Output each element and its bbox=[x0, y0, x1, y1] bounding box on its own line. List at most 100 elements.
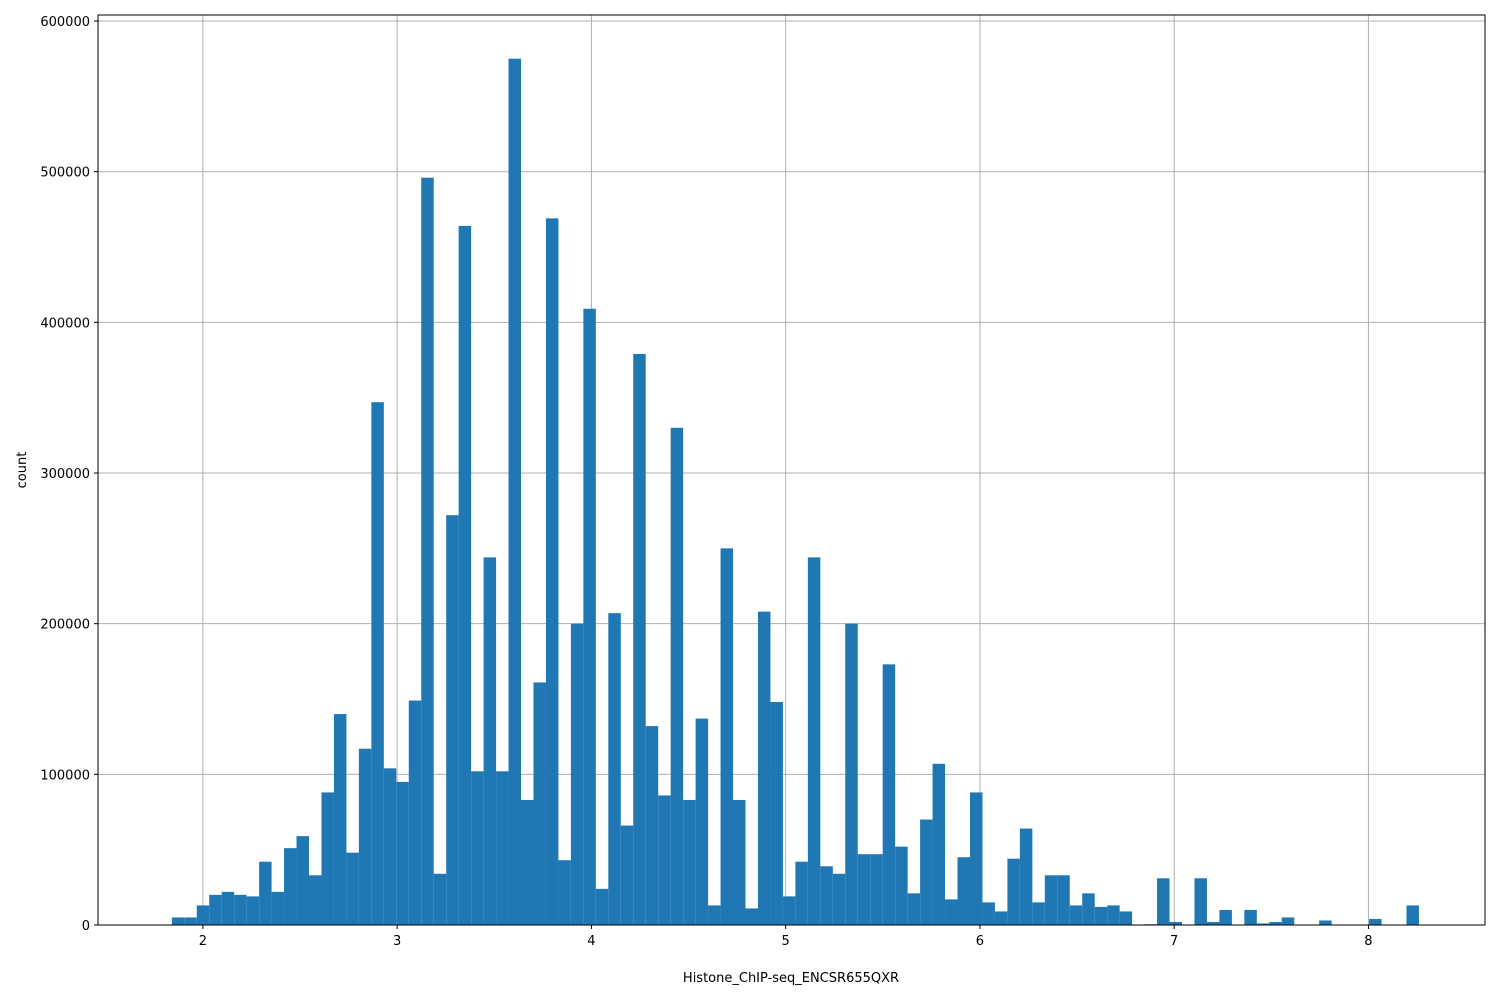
bar bbox=[533, 682, 546, 925]
bar bbox=[882, 664, 896, 925]
bar bbox=[346, 852, 359, 925]
bar bbox=[483, 557, 497, 925]
bar bbox=[246, 896, 260, 925]
bar bbox=[583, 308, 596, 925]
bar bbox=[1032, 902, 1045, 925]
bar bbox=[209, 894, 222, 925]
y-tick-label: 500000 bbox=[40, 166, 90, 181]
bar bbox=[408, 700, 422, 925]
x-tick-label: 6 bbox=[976, 934, 984, 949]
x-tick-label: 7 bbox=[1170, 934, 1178, 949]
y-axis-label: count bbox=[15, 452, 30, 489]
bar bbox=[558, 860, 571, 925]
bar bbox=[957, 857, 970, 925]
x-tick-label: 4 bbox=[587, 934, 595, 949]
bar bbox=[1119, 911, 1133, 925]
bar bbox=[421, 177, 434, 926]
bar bbox=[620, 825, 634, 925]
bar bbox=[945, 899, 958, 925]
bar bbox=[857, 854, 871, 925]
x-tick-label: 3 bbox=[393, 934, 401, 949]
bar bbox=[196, 905, 210, 925]
bar bbox=[396, 781, 409, 925]
y-tick-label: 100000 bbox=[40, 768, 90, 783]
y-tick-label: 600000 bbox=[40, 15, 90, 30]
bar bbox=[1057, 875, 1070, 925]
bar bbox=[969, 792, 983, 925]
bar bbox=[471, 771, 484, 925]
bar bbox=[296, 836, 310, 925]
bar bbox=[545, 218, 559, 925]
bar bbox=[271, 891, 285, 925]
bar bbox=[221, 891, 235, 925]
x-tick-label: 5 bbox=[782, 934, 790, 949]
bar bbox=[1219, 909, 1232, 925]
x-axis-label: Histone_ChIP-seq_ENCSR655QXR bbox=[683, 971, 899, 986]
bar bbox=[1169, 921, 1182, 925]
bar bbox=[1256, 923, 1270, 925]
bar bbox=[1269, 921, 1282, 925]
bar bbox=[383, 768, 397, 925]
y-tick-label: 300000 bbox=[40, 467, 90, 482]
bar bbox=[1244, 909, 1257, 925]
bar bbox=[259, 861, 272, 925]
bar bbox=[870, 854, 883, 925]
bar bbox=[994, 911, 1008, 925]
bar bbox=[234, 894, 247, 925]
bar bbox=[658, 795, 671, 925]
bar bbox=[1369, 918, 1382, 925]
bar bbox=[770, 702, 783, 925]
bar bbox=[683, 799, 696, 925]
bar bbox=[782, 896, 796, 925]
bar bbox=[1157, 878, 1170, 925]
bar bbox=[757, 611, 771, 925]
y-tick-label: 200000 bbox=[40, 618, 90, 633]
bar bbox=[1094, 906, 1108, 925]
bar bbox=[670, 427, 684, 925]
bar bbox=[321, 792, 334, 925]
bar bbox=[570, 623, 584, 925]
bar bbox=[1206, 921, 1220, 925]
plot-frame bbox=[97, 14, 1486, 926]
bar bbox=[932, 763, 946, 925]
y-tick-label: 400000 bbox=[40, 316, 90, 331]
bar bbox=[807, 557, 821, 925]
bar bbox=[720, 548, 734, 925]
bar bbox=[371, 402, 384, 925]
bar bbox=[645, 726, 659, 925]
bar bbox=[309, 875, 322, 925]
bar bbox=[708, 905, 721, 925]
bar bbox=[496, 771, 509, 925]
x-tick-label: 8 bbox=[1364, 934, 1372, 949]
bar bbox=[333, 714, 347, 925]
bar bbox=[920, 819, 933, 925]
bar bbox=[795, 861, 808, 925]
bar bbox=[1406, 905, 1419, 925]
bar bbox=[633, 353, 646, 925]
x-tick-label: 2 bbox=[199, 934, 207, 949]
bar bbox=[1082, 893, 1095, 925]
bar bbox=[1007, 858, 1020, 925]
bar bbox=[1019, 828, 1033, 925]
bar bbox=[982, 902, 995, 925]
bar bbox=[608, 613, 621, 925]
bar bbox=[521, 799, 534, 925]
bar bbox=[1194, 878, 1207, 925]
bar bbox=[1281, 917, 1295, 925]
bar bbox=[845, 623, 858, 925]
bar bbox=[695, 718, 709, 925]
bar bbox=[907, 893, 921, 925]
bar bbox=[433, 873, 447, 925]
bar bbox=[1107, 905, 1120, 925]
bar bbox=[1069, 905, 1083, 925]
bar bbox=[171, 917, 185, 925]
bar bbox=[458, 225, 472, 926]
bar bbox=[820, 866, 833, 925]
bar bbox=[832, 873, 846, 925]
bar bbox=[284, 848, 297, 925]
bar bbox=[1319, 920, 1332, 925]
bar bbox=[184, 917, 197, 925]
bar bbox=[508, 58, 522, 925]
bar bbox=[358, 748, 372, 925]
